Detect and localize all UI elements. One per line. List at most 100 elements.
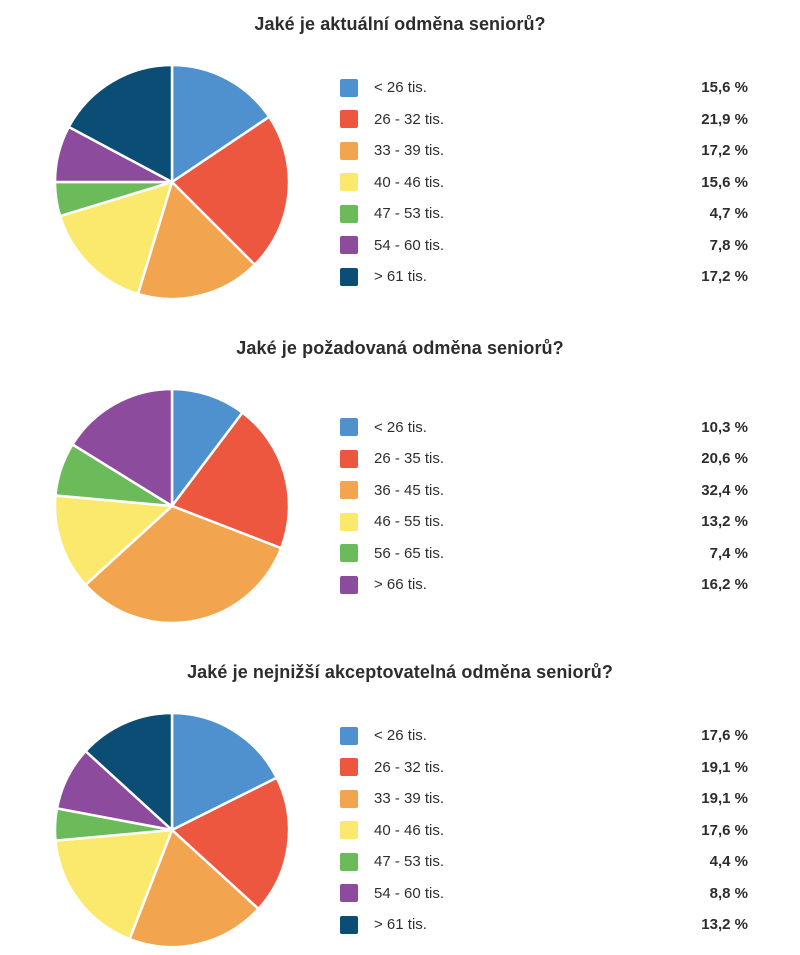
legend-label: 47 - 53 tis.	[374, 853, 445, 870]
legend-row: 40 - 46 tis. 17,6 %	[340, 821, 748, 839]
legend-row: 46 - 55 tis. 13,2 %	[340, 512, 748, 531]
legend-label: 26 - 35 tis.	[374, 450, 445, 468]
chart-title: Jaké je nejnižší akceptovatelná odměna s…	[187, 662, 613, 682]
legend-swatch	[340, 544, 358, 563]
legend-percent-value: 17,6 %	[701, 821, 748, 839]
legend-row: 47 - 53 tis. 4,4 %	[340, 852, 748, 871]
legend-swatch	[340, 141, 358, 160]
chart-row: < 26 tis. 15,6 % 26 - 32 tis. 21,9 % 33 - 39…	[0, 62, 800, 302]
chart-section-requested-salary: Jaké je požadovaná odměna seniorů? < 26 …	[0, 336, 800, 626]
chart-row: < 26 tis. 10,3 % 26 - 35 tis. 20,6 % 36 - 45…	[0, 386, 800, 626]
chart-section-lowest-acceptable-salary: Jaké je nejnižší akceptovatelná odměna s…	[0, 660, 800, 950]
legend-label: 40 - 46 tis.	[374, 821, 445, 839]
legend-percent-value: 4,7 %	[709, 205, 748, 222]
pie-slice	[170, 776, 291, 911]
legend-row: < 26 tis. 15,6 %	[340, 78, 748, 97]
legend-swatch	[340, 915, 358, 934]
chart-section-current-salary: Jaké je aktuální odměna seniorů? < 26 ti…	[0, 12, 800, 302]
legend-percent-value: 21,9 %	[701, 110, 748, 128]
pie-chart-current-salary	[53, 63, 291, 301]
legend-percent-value: 17,2 %	[701, 142, 748, 159]
legend-row: 36 - 45 tis. 32,4 %	[340, 481, 748, 500]
legend-percent-value: 15,6 %	[701, 173, 748, 191]
pie-chart-lowest-acceptable-salary	[53, 711, 291, 949]
legend-percent-value: 7,8 %	[709, 236, 748, 254]
legend-label: > 61 tis.	[374, 268, 427, 285]
legend-label: > 66 tis.	[374, 576, 427, 594]
legend-row: 33 - 39 tis. 17,2 %	[340, 141, 748, 160]
legend-percent-value: 17,6 %	[701, 727, 748, 744]
legend-percent-value: 13,2 %	[701, 513, 748, 531]
legend-swatch	[340, 884, 358, 902]
legend-label: 54 - 60 tis.	[374, 884, 445, 902]
legend-swatch	[340, 481, 358, 500]
legend-row: < 26 tis. 10,3 %	[340, 418, 748, 437]
pie-slice	[84, 504, 283, 625]
legend-percent-value: 32,4 %	[701, 481, 748, 499]
legend-swatch	[340, 236, 358, 254]
pie-slice	[170, 411, 291, 550]
legend-label: < 26 tis.	[374, 418, 427, 436]
legend-row: > 66 tis. 16,2 %	[340, 575, 748, 594]
legend-percent-value: 19,1 %	[701, 790, 748, 807]
legend-swatch	[340, 267, 358, 286]
legend-row: < 26 tis. 17,6 %	[340, 726, 748, 745]
legend-swatch	[340, 512, 358, 531]
legend-percent-value: 15,6 %	[701, 79, 748, 96]
legend-row: > 61 tis. 13,2 %	[340, 915, 748, 934]
legend-swatch	[340, 789, 358, 808]
pie-chart-requested-salary	[53, 387, 291, 625]
legend-label: < 26 tis.	[374, 79, 427, 96]
chart-row: < 26 tis. 17,6 % 26 - 32 tis. 19,1 % 33 - 39…	[0, 710, 800, 950]
legend: < 26 tis. 10,3 % 26 - 35 tis. 20,6 % 36 - 45…	[340, 412, 748, 601]
legend-row: 56 - 65 tis. 7,4 %	[340, 544, 748, 563]
pie-slice	[170, 115, 291, 266]
legend-percent-value: 10,3 %	[701, 418, 748, 436]
legend-label: 47 - 53 tis.	[374, 205, 445, 222]
legend-swatch	[340, 418, 358, 437]
legend-row: 33 - 39 tis. 19,1 %	[340, 789, 748, 808]
legend-label: 56 - 65 tis.	[374, 544, 445, 562]
legend: < 26 tis. 17,6 % 26 - 32 tis. 19,1 % 33 - 39…	[340, 720, 748, 941]
pie-slice	[136, 180, 256, 301]
legend-swatch	[340, 78, 358, 97]
legend-swatch	[340, 726, 358, 745]
legend-percent-value: 13,2 %	[701, 916, 748, 933]
legend-row: 54 - 60 tis. 7,8 %	[340, 236, 748, 254]
pie-slice	[54, 828, 174, 941]
legend-percent-value: 19,1 %	[701, 758, 748, 776]
legend-row: 54 - 60 tis. 8,8 %	[340, 884, 748, 902]
legend-label: 40 - 46 tis.	[374, 173, 445, 191]
legend-swatch	[340, 575, 358, 594]
legend-swatch	[340, 821, 358, 839]
legend-label: < 26 tis.	[374, 727, 427, 744]
legend-label: 33 - 39 tis.	[374, 790, 445, 807]
legend-swatch	[340, 852, 358, 871]
legend-row: 40 - 46 tis. 15,6 %	[340, 173, 748, 191]
legend-label: 36 - 45 tis.	[374, 481, 445, 499]
pie-slice	[67, 63, 174, 184]
pie-slice	[53, 494, 174, 587]
chart-title: Jaké je aktuální odměna seniorů?	[254, 14, 546, 34]
legend-row: 26 - 35 tis. 20,6 %	[340, 449, 748, 468]
legend-percent-value: 8,8 %	[709, 884, 748, 902]
legend-swatch	[340, 758, 358, 776]
pie-slice	[170, 63, 271, 184]
legend: < 26 tis. 15,6 % 26 - 32 tis. 21,9 % 33 - 39…	[340, 72, 748, 293]
pie-slice	[84, 711, 174, 832]
legend-label: 54 - 60 tis.	[374, 236, 445, 254]
chart-title: Jaké je požadovaná odměna seniorů?	[236, 338, 564, 358]
legend-swatch	[340, 110, 358, 128]
legend-label: 26 - 32 tis.	[374, 758, 445, 776]
legend-percent-value: 7,4 %	[709, 544, 748, 562]
legend-swatch	[340, 173, 358, 191]
pie-slice	[58, 180, 174, 296]
legend-percent-value: 4,4 %	[709, 853, 748, 870]
legend-label: 33 - 39 tis.	[374, 142, 445, 159]
legend-row: 47 - 53 tis. 4,7 %	[340, 204, 748, 223]
pie-slice	[170, 387, 244, 508]
legend-row: > 61 tis. 17,2 %	[340, 267, 748, 286]
legend-swatch	[340, 449, 358, 468]
legend-label: 46 - 55 tis.	[374, 513, 445, 531]
